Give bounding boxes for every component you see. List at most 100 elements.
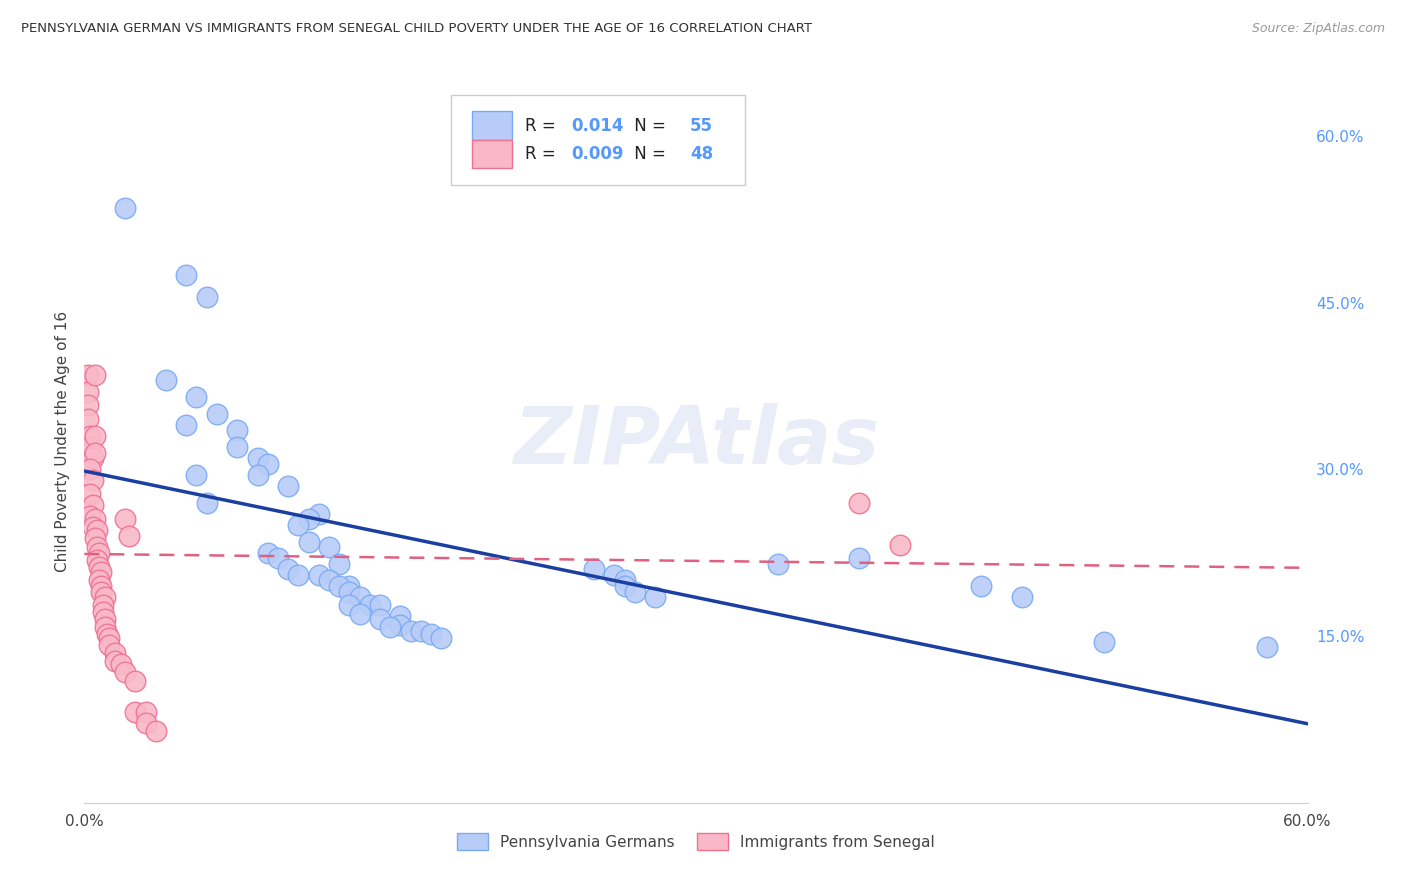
- Point: [277, 479, 299, 493]
- Point: [174, 417, 197, 432]
- Point: [389, 618, 412, 632]
- Point: [114, 512, 136, 526]
- Point: [766, 557, 789, 571]
- Text: 55: 55: [690, 117, 713, 135]
- Point: [155, 373, 177, 387]
- Point: [91, 598, 114, 612]
- Point: [287, 517, 309, 532]
- Text: 0.014: 0.014: [571, 117, 624, 135]
- Point: [114, 665, 136, 679]
- Point: [349, 607, 371, 621]
- Text: Source: ZipAtlas.com: Source: ZipAtlas.com: [1251, 22, 1385, 36]
- Point: [399, 624, 422, 638]
- Point: [86, 540, 108, 554]
- Point: [77, 384, 100, 399]
- Point: [226, 440, 249, 454]
- Point: [644, 590, 666, 604]
- Point: [79, 508, 101, 523]
- Point: [86, 524, 108, 538]
- Point: [368, 612, 391, 626]
- Point: [83, 368, 105, 382]
- Point: [603, 568, 626, 582]
- Point: [90, 565, 112, 579]
- Point: [298, 534, 321, 549]
- Point: [77, 368, 100, 382]
- Point: [195, 496, 218, 510]
- Point: [613, 574, 636, 588]
- Point: [135, 715, 157, 730]
- FancyBboxPatch shape: [451, 95, 745, 185]
- Point: [226, 424, 249, 438]
- Point: [246, 467, 269, 482]
- Text: 0.009: 0.009: [571, 145, 624, 163]
- Point: [93, 612, 115, 626]
- Point: [114, 201, 136, 215]
- Point: [124, 705, 146, 719]
- Point: [96, 627, 118, 641]
- Point: [83, 531, 105, 545]
- Point: [124, 673, 146, 688]
- Point: [83, 445, 105, 459]
- Point: [583, 562, 606, 576]
- Point: [349, 590, 371, 604]
- Point: [246, 451, 269, 466]
- FancyBboxPatch shape: [472, 139, 513, 169]
- Point: [93, 590, 115, 604]
- Point: [195, 290, 218, 304]
- Point: [1092, 634, 1115, 648]
- Point: [848, 551, 870, 566]
- Point: [186, 390, 208, 404]
- Point: [298, 512, 321, 526]
- Point: [145, 723, 167, 738]
- Point: [339, 579, 361, 593]
- Point: [380, 620, 402, 634]
- Point: [82, 451, 104, 466]
- Point: [205, 407, 228, 421]
- Point: [174, 268, 197, 282]
- Point: [889, 538, 911, 552]
- Point: [1011, 590, 1033, 604]
- Point: [79, 440, 101, 454]
- Point: [389, 609, 412, 624]
- Point: [308, 568, 330, 582]
- Point: [82, 474, 104, 488]
- Point: [135, 705, 157, 719]
- Point: [339, 598, 361, 612]
- Point: [97, 632, 120, 646]
- Point: [79, 429, 101, 443]
- Point: [90, 579, 112, 593]
- Point: [104, 653, 127, 667]
- Legend: Pennsylvania Germans, Immigrants from Senegal: Pennsylvania Germans, Immigrants from Se…: [451, 827, 941, 856]
- Point: [90, 584, 112, 599]
- Point: [77, 398, 100, 412]
- Point: [328, 579, 350, 593]
- Point: [91, 605, 114, 619]
- Point: [430, 632, 453, 646]
- Text: R =: R =: [524, 145, 561, 163]
- Text: 48: 48: [690, 145, 713, 163]
- Point: [267, 551, 290, 566]
- Y-axis label: Child Poverty Under the Age of 16: Child Poverty Under the Age of 16: [55, 311, 70, 572]
- Text: PENNSYLVANIA GERMAN VS IMMIGRANTS FROM SENEGAL CHILD POVERTY UNDER THE AGE OF 16: PENNSYLVANIA GERMAN VS IMMIGRANTS FROM S…: [21, 22, 813, 36]
- Text: ZIPAtlas: ZIPAtlas: [513, 402, 879, 481]
- Point: [409, 624, 432, 638]
- Point: [359, 598, 381, 612]
- Point: [1256, 640, 1278, 655]
- Point: [368, 598, 391, 612]
- Point: [624, 584, 647, 599]
- Point: [848, 496, 870, 510]
- Point: [318, 540, 340, 554]
- Point: [86, 553, 108, 567]
- Point: [339, 584, 361, 599]
- Point: [420, 627, 443, 641]
- Point: [87, 574, 110, 588]
- Point: [97, 638, 120, 652]
- Point: [83, 429, 105, 443]
- Point: [77, 412, 100, 426]
- Point: [79, 462, 101, 476]
- Text: R =: R =: [524, 117, 561, 135]
- Point: [87, 546, 110, 560]
- Point: [328, 557, 350, 571]
- Point: [82, 498, 104, 512]
- FancyBboxPatch shape: [472, 112, 513, 140]
